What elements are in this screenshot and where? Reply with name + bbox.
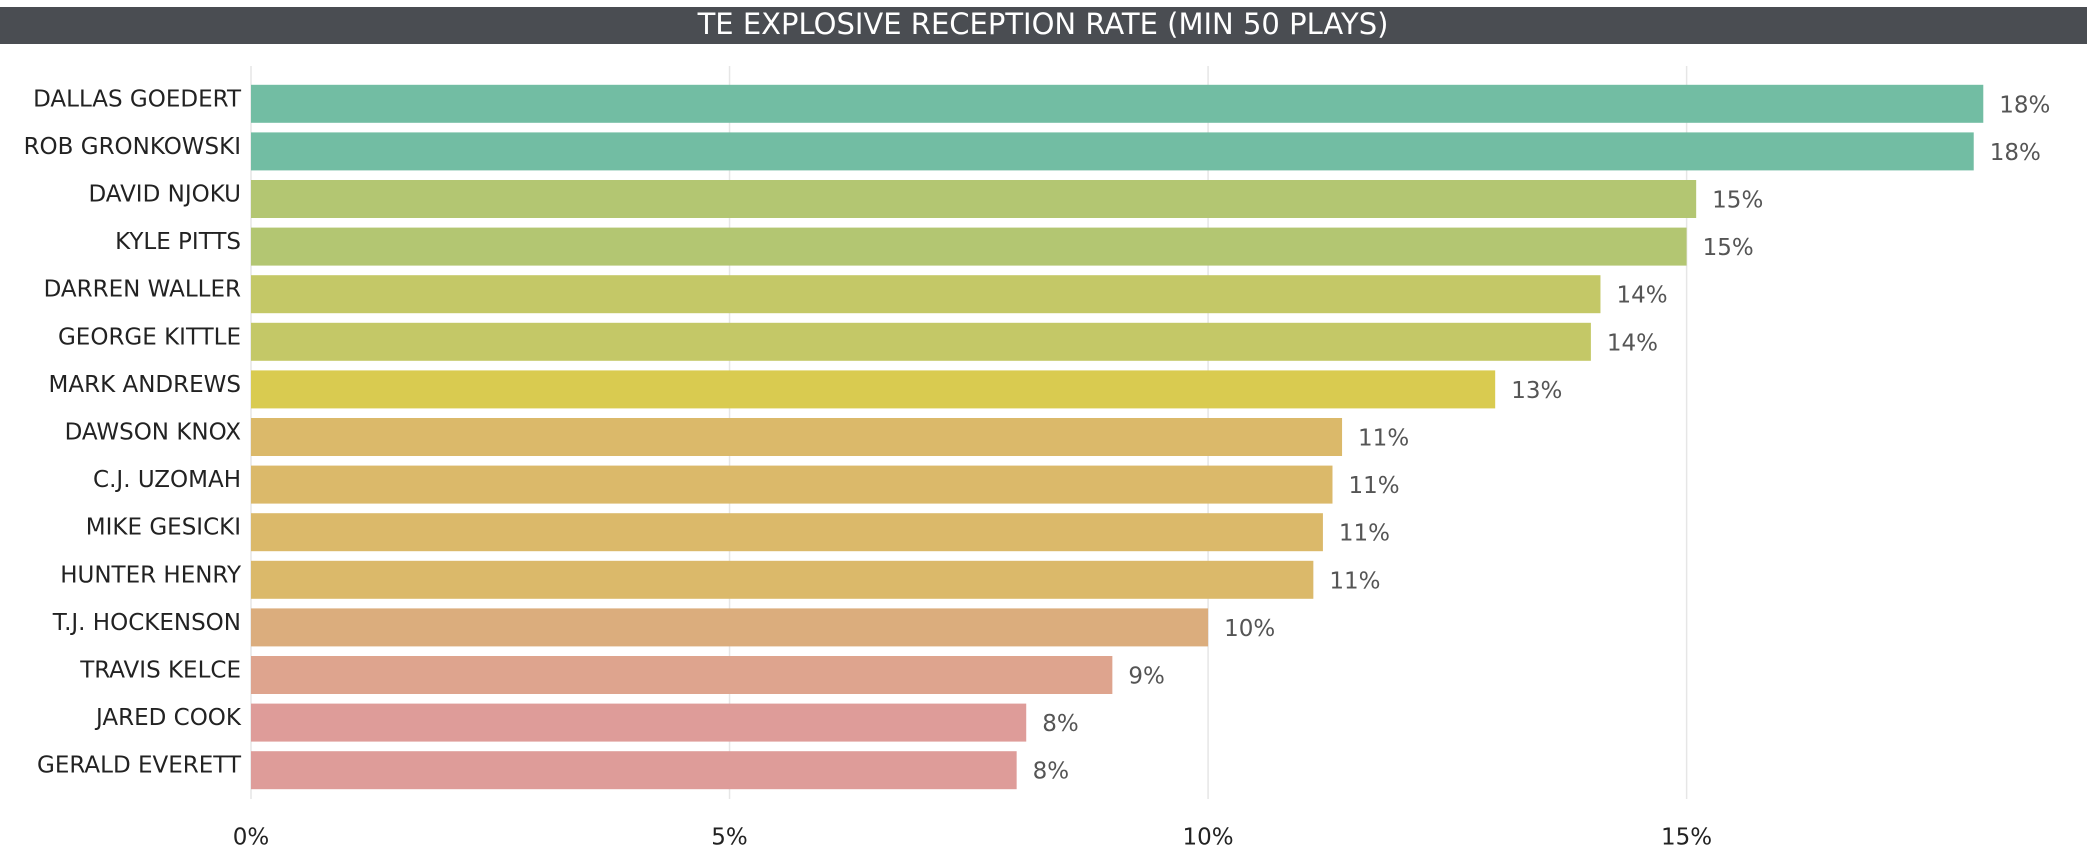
bar	[251, 132, 1974, 171]
y-tick-label: DARREN WALLER	[44, 277, 241, 303]
bar	[251, 751, 1017, 790]
value-label: 11%	[1329, 568, 1380, 594]
y-tick-label: C.J. UZOMAH	[93, 467, 241, 493]
chart-title: TE EXPLOSIVE RECEPTION RATE (MIN 50 PLAY…	[697, 7, 1389, 41]
value-label: 14%	[1607, 330, 1658, 356]
value-label: 11%	[1348, 473, 1399, 499]
bar	[251, 656, 1113, 694]
bar	[251, 465, 1333, 504]
y-tick-label: GERALD EVERETT	[37, 753, 242, 779]
y-tick-label: DAVID NJOKU	[89, 182, 242, 208]
value-label: 8%	[1033, 759, 1070, 785]
y-tick-label: T.J. HOCKENSON	[52, 610, 241, 636]
value-label: 9%	[1128, 664, 1165, 690]
bar	[251, 180, 1697, 218]
y-tick-label: KYLE PITTS	[115, 229, 241, 255]
bar	[251, 608, 1209, 647]
value-label: 18%	[1990, 140, 2041, 166]
y-tick-label: DAWSON KNOX	[65, 420, 242, 446]
value-label: 15%	[1703, 235, 1754, 261]
x-tick-label: 15%	[1661, 825, 1712, 851]
bar	[251, 370, 1496, 409]
value-label: 14%	[1616, 283, 1667, 309]
y-tick-label: GEORGE KITTLE	[58, 324, 241, 350]
x-tick-label: 10%	[1183, 825, 1234, 851]
value-label: 13%	[1511, 378, 1562, 404]
y-tick-label: MARK ANDREWS	[49, 372, 241, 398]
value-label: 10%	[1224, 616, 1275, 642]
bar	[251, 84, 1984, 123]
y-tick-label: DALLAS GOEDERT	[33, 86, 242, 112]
bar	[251, 513, 1323, 552]
y-tick-label: JARED COOK	[94, 705, 242, 731]
bar	[251, 560, 1314, 599]
bar	[251, 418, 1343, 456]
bar	[251, 227, 1687, 266]
y-tick-label: TRAVIS KELCE	[79, 658, 241, 684]
value-label: 11%	[1358, 426, 1409, 452]
x-tick-label: 0%	[233, 825, 270, 851]
x-tick-label: 5%	[711, 825, 748, 851]
bar	[251, 322, 1591, 361]
value-label: 18%	[1999, 92, 2050, 118]
y-tick-label: MIKE GESICKI	[86, 515, 241, 541]
value-label: 8%	[1042, 711, 1079, 737]
bar	[251, 275, 1601, 314]
y-tick-label: HUNTER HENRY	[60, 562, 242, 588]
value-label: 15%	[1712, 188, 1763, 214]
title-bar	[0, 7, 2087, 44]
bar	[251, 703, 1027, 742]
y-tick-label: ROB GRONKOWSKI	[24, 134, 241, 160]
value-label: 11%	[1339, 521, 1390, 547]
